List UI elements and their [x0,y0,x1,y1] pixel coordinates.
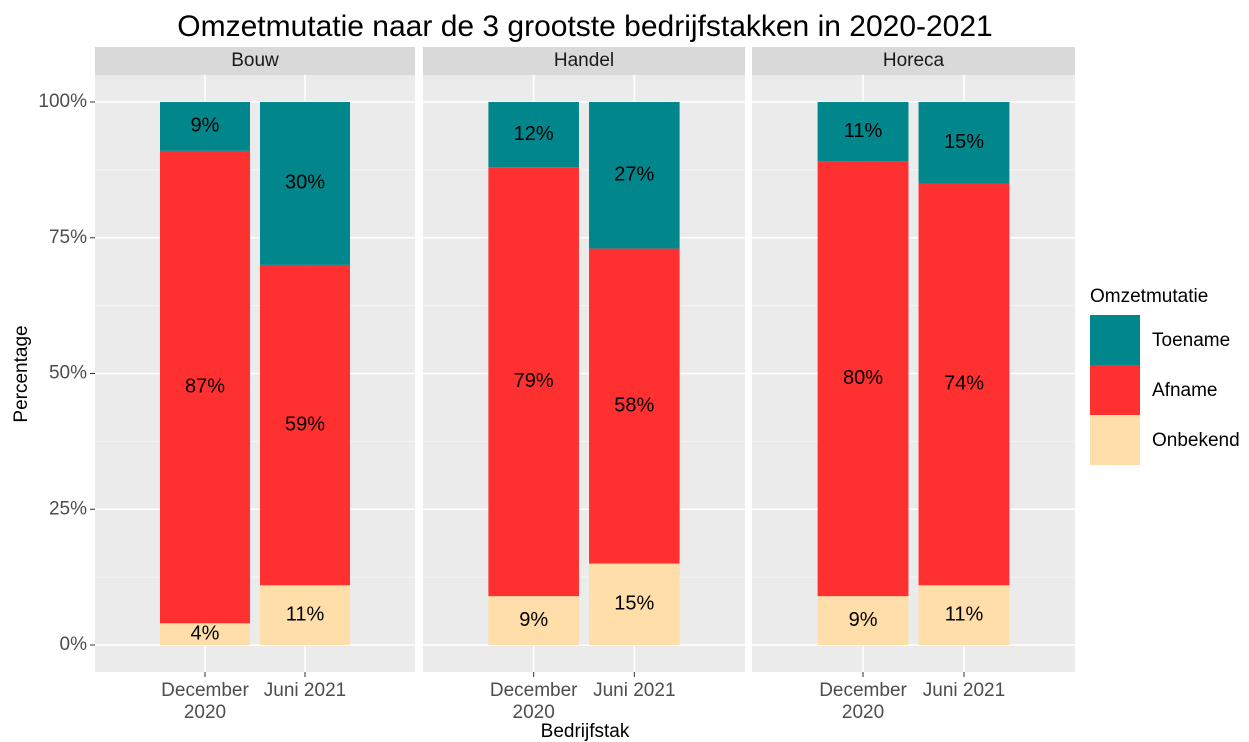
legend-key [1090,365,1140,415]
y-tick-label: 75% [49,227,87,248]
strip-label: Bouw [231,50,279,71]
data-label: 11% [286,603,325,625]
bar [918,585,1010,645]
strip [423,47,745,75]
bar [260,264,350,586]
data-label: 27% [614,164,654,186]
data-label: 79% [514,370,554,392]
legend-title: Omzetmutatie [1090,286,1208,307]
bar [918,183,1010,586]
data-label: 58% [614,394,654,416]
bar [589,563,680,645]
bar [260,102,350,265]
chart-title: Omzetmutatie naar de 3 grootste bedrijfs… [177,10,992,43]
data-label: 59% [285,413,325,435]
strip-label: Horeca [883,50,945,71]
data-label: 4% [191,622,220,644]
data-label: 9% [519,609,548,631]
data-label: 12% [514,123,554,145]
legend-label: Toename [1152,330,1230,351]
data-label: 87% [185,375,225,397]
y-tick-label: 50% [49,363,87,384]
y-tick-label: 100% [38,91,87,112]
x-tick-label: December 2020 [161,680,249,723]
bar [488,102,579,168]
bar [817,102,909,162]
legend-key [1090,415,1140,465]
bar [160,102,250,151]
bar [160,150,250,624]
data-label: 30% [285,172,325,194]
y-tick-label: 0% [60,634,88,655]
x-tick-label: Juni 2021 [922,680,1006,701]
bar [589,102,680,249]
legend-label: Onbekend [1152,430,1240,451]
data-label: 15% [614,593,654,615]
legend-label: Afname [1152,380,1217,401]
strip-label: Handel [554,50,614,71]
legend-key [1090,315,1140,365]
bar [260,585,350,645]
bar [817,161,909,597]
data-label: 9% [191,115,220,137]
data-label: 74% [944,373,984,395]
data-label: 80% [843,367,883,389]
x-axis-label: Bedrijfstak [541,721,630,742]
data-label: 11% [844,120,883,142]
data-label: 11% [945,603,984,625]
strip [95,47,415,75]
data-label: 15% [944,131,984,153]
bar [589,248,680,564]
bar [817,596,909,645]
bar [488,596,579,645]
bar [488,167,579,597]
x-tick-label: December 2020 [489,680,578,723]
bar [160,623,250,645]
bar [918,102,1010,184]
y-tick-label: 25% [49,498,87,519]
y-axis-label: Percentage [11,325,32,422]
x-tick-label: Juni 2021 [263,680,347,701]
x-tick-label: December 2020 [819,680,907,723]
data-label: 9% [849,609,878,631]
strip [752,47,1075,75]
x-tick-label: Juni 2021 [593,680,676,701]
